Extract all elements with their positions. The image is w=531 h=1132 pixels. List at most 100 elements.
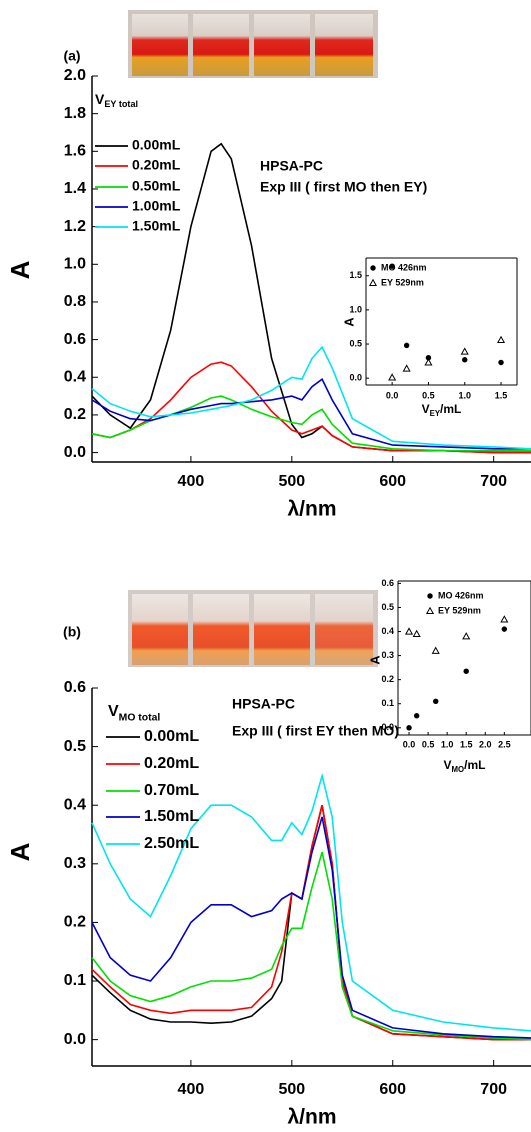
x-axis-label: VEY/mL [422,402,462,418]
legend-label: 1.50mL [144,808,199,825]
marker-triangle [424,358,433,366]
marker-circle [498,359,504,366]
legend-label: 0.70mL [144,782,199,799]
y-tick-label: 0.3 [381,650,394,660]
marker-triangle [388,373,397,381]
x-axis-label: λ/nm [287,498,336,521]
x-tick-label: 2.5 [498,739,511,749]
y-tick-label: 0.2 [64,406,86,423]
y-tick-label: 1.5 [349,270,362,280]
y-tick-label: 0.6 [64,679,86,696]
y-tick-label: 0.5 [381,602,394,612]
x-tick-label: 0.0 [386,390,399,400]
annotation: HPSA-PC [232,696,295,712]
x-tick-label: 600 [379,1081,406,1098]
y-tick-label: 1.8 [64,105,86,122]
y-tick-label: 1.0 [64,256,86,273]
panel-label: (b) [63,624,81,640]
y-tick-label: 2.0 [64,67,86,84]
y-tick-label: 1.2 [64,218,86,235]
x-tick-label: 500 [278,473,305,490]
y-tick-label: 1.4 [64,180,86,197]
y-tick-label: 0.4 [381,626,394,636]
marker-circle [501,626,508,632]
label-part: V [95,91,105,107]
legend-label: MO 426nm [438,590,484,600]
legend-marker [425,606,435,615]
marker-circle [433,698,439,705]
marker-triangle [500,615,509,623]
label-part: MO [452,765,465,774]
x-tick-label: 2.0 [479,739,492,749]
series-line [91,805,531,1041]
label-part: V [108,703,119,720]
series-line [91,772,531,1032]
y-tick-label: 0.0 [64,444,86,461]
legend-title: VMO total [108,703,160,723]
marker-triangle [412,629,421,637]
marker-circle [413,713,420,719]
y-tick-label: 0.8 [64,293,86,310]
y-tick-label: 0.6 [64,331,86,348]
panel-label: (a) [63,48,80,64]
label-part: V [422,402,430,416]
legend-marker [368,278,378,287]
marker-circle [462,357,468,363]
x-tick-label: 0.5 [422,739,435,749]
marker-triangle [496,335,506,343]
y-axis-label: A [5,842,35,861]
y-tick-label: 1.6 [64,143,86,160]
y-tick-label: 1.0 [349,304,362,314]
marker-circle [389,263,395,269]
label-part: V [444,758,452,772]
y-axis-label: A [341,317,356,327]
label-part: /mL [440,402,461,416]
series-line [91,361,531,454]
x-axis-label: λ/nm [287,1106,336,1129]
marker-circle [403,342,410,349]
marker-circle [463,668,469,674]
y-tick-label: 0.5 [349,338,362,348]
legend-label: 1.00mL [132,198,181,214]
legend-marker [427,593,433,599]
x-tick-label: 700 [480,1081,507,1098]
x-tick-label: 0.5 [422,390,435,400]
marker-triangle [402,364,411,372]
legend-title: VEY total [95,91,138,110]
x-tick-label: 1.0 [441,739,454,749]
marker-triangle [460,347,469,355]
label-part: /mL [464,758,485,772]
y-tick-label: 0.0 [381,722,394,732]
legend-label: EY 529nm [438,605,481,615]
marker-circle [425,354,432,361]
x-tick-label: 500 [278,1081,305,1098]
y-tick-label: 0.2 [64,914,86,931]
y-tick-label: 0.5 [64,738,86,755]
y-tick-label: 0.4 [64,368,86,385]
legend-label: 1.50mL [132,218,181,234]
y-tick-label: 0.6 [381,578,394,588]
y-tick-label: 0.3 [64,855,86,872]
legend-label: MO 426nm [381,262,427,272]
x-tick-label: 400 [178,1081,205,1098]
x-tick-label: 600 [379,473,406,490]
x-axis-label: VMO/mL [444,758,486,774]
annotation: HPSA-PC [260,158,323,174]
marker-triangle [405,627,414,635]
x-tick-label: 1.5 [460,739,473,749]
y-tick-label: 0.1 [64,972,86,989]
label-part: MO total [119,712,161,723]
x-tick-label: 0.0 [403,739,416,749]
legend-marker [370,265,376,271]
y-tick-label: 0.2 [381,674,394,684]
legend-label: EY 529nm [381,277,424,287]
annotation: Exp III ( first MO then EY) [260,179,427,195]
series-line [91,851,531,1041]
marker-circle [406,725,412,731]
legend-label: 0.20mL [132,157,181,173]
y-tick-label: 0.0 [64,1031,86,1048]
legend-label: 0.00mL [144,728,199,745]
x-tick-label: 700 [480,473,507,490]
x-tick-label: 1.5 [495,390,508,400]
